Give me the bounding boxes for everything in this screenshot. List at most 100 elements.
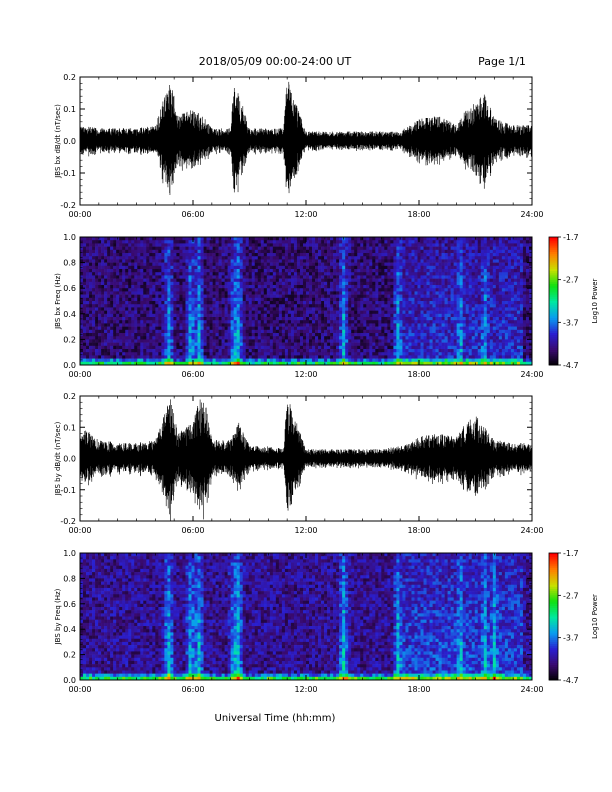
spectrogram-cell <box>110 317 114 321</box>
spectrogram-cell <box>342 272 346 276</box>
spectrogram-cell <box>414 285 418 289</box>
x-tick-label: 12:00 <box>294 210 317 219</box>
spectrogram-cell <box>119 243 123 247</box>
spectrogram-cell <box>278 272 283 276</box>
spectrogram-cell <box>140 237 144 241</box>
spectrogram-cell <box>333 310 337 315</box>
spectrogram-cell <box>348 249 352 254</box>
spectrogram-cell <box>402 329 406 334</box>
spectrogram-cell <box>405 304 409 308</box>
spectrogram-cell <box>399 262 403 267</box>
spectrogram-cell <box>233 304 237 308</box>
spectrogram-cell <box>80 307 84 311</box>
spectrogram-cell <box>426 358 430 363</box>
spectrogram-cell <box>387 345 391 350</box>
spectrogram-cell <box>299 352 304 356</box>
spectrogram-cell <box>284 259 289 263</box>
spectrogram-cell <box>251 310 256 315</box>
spectrogram-cell <box>140 275 144 279</box>
spectrogram-cell <box>161 269 165 273</box>
spectrogram-cell <box>119 269 123 273</box>
spectrogram-cell <box>339 361 343 366</box>
spectrogram-cell <box>134 313 138 318</box>
spectrogram-cell <box>227 345 231 350</box>
spectrogram-cell <box>92 352 96 356</box>
spectrogram-cell <box>248 256 253 260</box>
spectrogram-cell <box>113 345 117 350</box>
spectrogram-cell <box>104 361 108 366</box>
spectrogram-cell <box>122 352 126 356</box>
spectrogram-cell <box>429 253 433 257</box>
spectrogram-cell <box>345 285 349 289</box>
spectrogram-cell <box>140 297 144 302</box>
spectrogram-cell <box>185 269 189 273</box>
spectrogram-cell <box>173 320 177 324</box>
spectrogram-cell <box>420 272 424 276</box>
spectrogram-cell <box>342 310 346 315</box>
spectrogram-cell <box>414 342 418 347</box>
spectrogram-cell <box>318 304 322 308</box>
spectrogram-cell <box>284 249 289 254</box>
spectrogram-cell <box>339 262 343 267</box>
spectrogram-cell <box>260 243 265 247</box>
spectrogram-cell <box>173 285 177 289</box>
spectrogram-cell <box>387 329 391 334</box>
spectrogram-cell <box>339 249 343 254</box>
spectrogram-cell <box>140 278 144 283</box>
spectrogram-cell <box>140 349 144 353</box>
spectrogram-cell <box>131 259 135 263</box>
spectrogram-cell <box>122 262 126 267</box>
spectrogram-cell <box>119 291 123 295</box>
spectrogram-cell <box>146 317 150 321</box>
spectrogram-cell <box>110 349 114 353</box>
spectrogram-cell <box>378 345 382 350</box>
spectrogram-cell <box>269 333 274 337</box>
spectrogram-cell <box>336 262 340 267</box>
spectrogram-cell <box>333 243 337 247</box>
spectrogram-cell <box>101 259 105 263</box>
spectrogram-cell <box>435 339 439 343</box>
spectrogram-cell <box>161 249 165 254</box>
spectrogram-cell <box>260 355 265 359</box>
spectrogram-cell <box>318 323 322 327</box>
spectrogram-cell <box>354 352 358 356</box>
spectrogram-cell <box>236 285 240 289</box>
spectrogram-cell <box>369 323 373 327</box>
spectrogram-cell <box>149 262 153 267</box>
spectrogram-cell <box>315 265 319 270</box>
spectrogram-cell <box>432 272 436 276</box>
spectrogram-cell <box>242 333 247 337</box>
spectrogram-cell <box>155 313 159 318</box>
spectrogram-cell <box>191 265 195 270</box>
spectrogram-cell <box>399 288 403 292</box>
spectrogram-cell <box>387 269 391 273</box>
spectrogram-cell <box>248 329 253 334</box>
spectrogram-cell <box>426 253 430 257</box>
spectrogram-cell <box>230 333 234 337</box>
spectrogram-cell <box>227 333 231 337</box>
spectrogram-cell <box>312 262 316 267</box>
spectrogram-cell <box>206 339 210 343</box>
spectrogram-cell <box>89 307 93 311</box>
spectrogram-cell <box>330 320 334 324</box>
spectrogram-cell <box>203 301 207 305</box>
spectrogram-cell <box>221 278 225 283</box>
spectrogram-cell <box>161 275 165 279</box>
spectrogram-cell <box>137 297 141 302</box>
spectrogram-cell <box>423 349 427 353</box>
spectrogram-cell <box>224 323 228 327</box>
spectrogram-cell <box>188 352 192 356</box>
spectrogram-cell <box>351 278 355 283</box>
spectrogram-cell <box>290 352 295 356</box>
spectrogram-cell <box>239 361 244 366</box>
spectrogram-cell <box>269 240 274 244</box>
spectrogram-cell <box>224 358 228 363</box>
spectrogram-cell <box>230 349 234 353</box>
spectrogram-cell <box>107 256 111 260</box>
spectrogram-cell <box>284 265 289 270</box>
spectrogram-cell <box>330 281 334 286</box>
spectrogram-cell <box>146 272 150 276</box>
spectrogram-cell <box>354 336 358 340</box>
spectrogram-cell <box>188 301 192 305</box>
spectrogram-cell <box>438 310 442 315</box>
